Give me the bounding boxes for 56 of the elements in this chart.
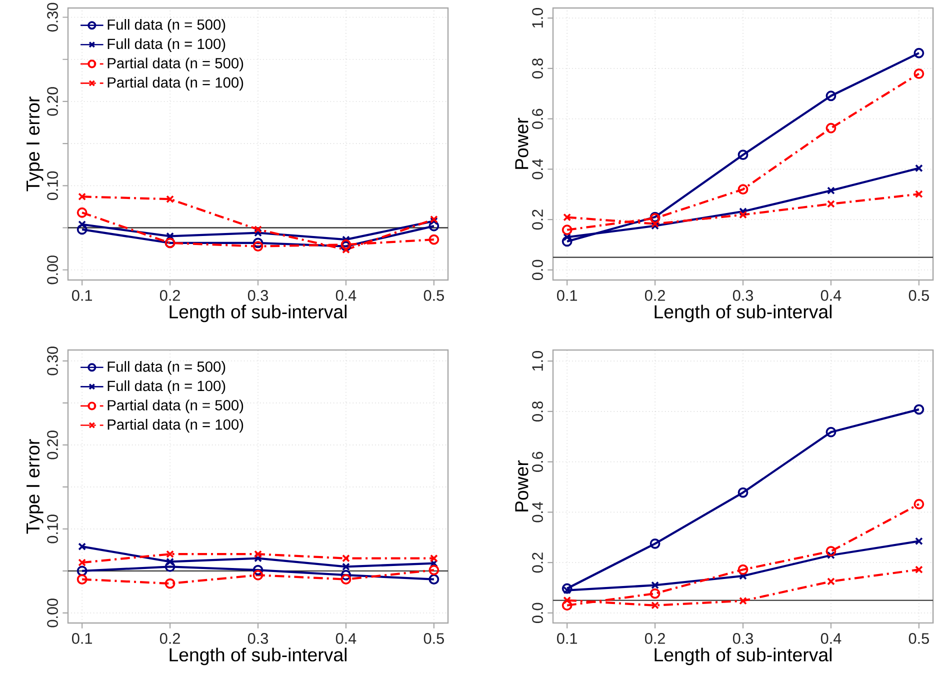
legend-label: Full data (n = 500) [108, 361, 226, 375]
x-tick-label: 0.3 [248, 290, 268, 301]
y-tick-label: 0.0 [532, 260, 543, 280]
y-tick-label: 0.10 [47, 171, 58, 200]
x-tick-label: 0.4 [336, 633, 356, 644]
y-tick-label: 0.2 [532, 210, 543, 230]
x-tick-label: 0.3 [732, 633, 753, 644]
x-tick-label: 0.2 [160, 633, 180, 644]
y-tick-label: 1.0 [532, 8, 543, 28]
x-tick-label: 0.3 [732, 290, 753, 301]
y-tick-label: 0.30 [47, 2, 58, 32]
x-tick-label: 0.1 [72, 290, 92, 301]
legend-label: Full data (n = 100) [108, 38, 226, 52]
x-tick-label: 0.4 [336, 290, 356, 301]
x-tick-label: 0.5 [424, 290, 444, 301]
y-tick-label: 1.0 [532, 351, 543, 371]
legend-label: Partial data (n = 500) [108, 400, 244, 414]
x-tick-label: 0.4 [820, 633, 842, 644]
legend-label: Full data (n = 100) [108, 380, 226, 394]
y-tick-label: 0.6 [532, 108, 543, 129]
x-axis-title: Length of sub-interval [654, 648, 832, 666]
y-tick-label: 0.2 [532, 552, 543, 573]
x-tick-label: 0.1 [72, 633, 92, 644]
y-tick-label: 0.20 [47, 87, 58, 116]
y-tick-label: 0.30 [47, 346, 58, 376]
legend-label: Partial data (n = 500) [108, 58, 244, 72]
x-tick-label: 0.1 [557, 290, 577, 301]
x-tick-label: 0.5 [424, 633, 444, 644]
y-tick-label: 0.0 [532, 602, 543, 623]
y-tick-label: 0.00 [47, 598, 58, 628]
x-tick-label: 0.1 [557, 633, 577, 644]
y-axis-title: Power [515, 118, 528, 169]
y-tick-label: 0.00 [47, 256, 58, 284]
y-tick-label: 0.10 [47, 514, 58, 544]
x-axis-title: Length of sub-interval [654, 304, 832, 322]
y-tick-label: 0.4 [532, 502, 543, 522]
y-tick-label: 0.8 [532, 401, 543, 422]
x-axis-title: Length of sub-interval [170, 304, 346, 322]
legend-label: Partial data (n = 100) [108, 418, 244, 433]
legend-label: Partial data (n = 100) [108, 76, 244, 91]
x-tick-label: 0.5 [908, 290, 929, 301]
x-axis-title: Length of sub-interval [170, 648, 346, 666]
y-tick-label: 0.4 [532, 158, 543, 180]
x-tick-label: 0.2 [644, 633, 665, 644]
legend-label: Full data (n = 500) [108, 19, 226, 33]
x-tick-label: 0.4 [820, 290, 842, 301]
x-tick-label: 0.5 [908, 633, 929, 644]
y-axis-title: Type I error [26, 96, 44, 192]
y-tick-label: 0.20 [47, 430, 58, 460]
y-tick-label: 0.8 [532, 58, 543, 78]
y-axis-title: Power [515, 460, 528, 512]
y-tick-label: 0.6 [532, 452, 543, 472]
x-tick-label: 0.3 [248, 633, 268, 644]
x-tick-label: 0.2 [160, 290, 180, 301]
y-axis-title: Type I error [26, 439, 44, 534]
x-tick-label: 0.2 [644, 290, 665, 301]
